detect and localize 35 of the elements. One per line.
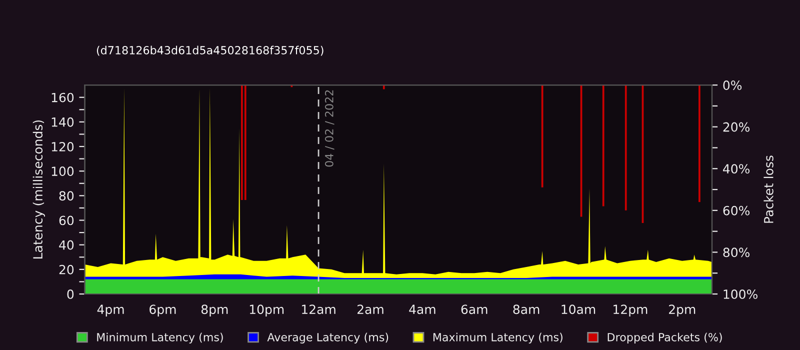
- y-axis-title: Latency (milliseconds): [32, 120, 45, 258]
- y-tick-label: 60: [59, 216, 74, 226]
- y-tick-label: 100: [52, 166, 74, 176]
- x-tick-label: 12am: [302, 304, 336, 314]
- x-tick-label: 2pm: [669, 304, 696, 317]
- x-tick-label: 8am: [513, 304, 540, 314]
- y2-tick-label: 80%: [723, 248, 750, 258]
- y-tick-label: 0: [67, 289, 74, 299]
- x-tick-label: 12pm: [614, 304, 648, 317]
- x-tick-label: 10pm: [250, 304, 284, 317]
- x-tick-label: 8pm: [201, 304, 228, 317]
- y-tick-label: 140: [52, 117, 74, 127]
- x-tick-label: 6pm: [150, 304, 176, 317]
- x-tick-label: 4am: [409, 304, 436, 314]
- y2-tick-label: 100%: [724, 289, 758, 299]
- legend-label: Maximum Latency (ms): [433, 332, 562, 344]
- y2-tick-label: 40%: [723, 164, 750, 174]
- y2-tick-label: 20%: [723, 122, 750, 132]
- legend-label: Average Latency (ms): [267, 332, 388, 344]
- legend-label: Minimum Latency (ms): [97, 332, 223, 344]
- y-tick-label: 120: [52, 142, 74, 152]
- y2-tick-label: 60%: [723, 206, 750, 216]
- x-tick-label: 10am: [562, 304, 596, 314]
- y2-axis-title: Packet loss: [764, 156, 774, 223]
- x-tick-label: 4pm: [97, 304, 124, 317]
- y2-tick-label: 0%: [723, 80, 742, 90]
- x-tick-label: 2am: [358, 304, 384, 314]
- ref-line-label: 04 / 02 / 2022: [324, 90, 334, 167]
- legend-label: Dropped Packets (%): [608, 332, 722, 344]
- y-tick-label: 80: [59, 191, 74, 201]
- y-tick-label: 20: [59, 264, 74, 274]
- x-tick-label: 6am: [461, 304, 488, 314]
- y-tick-label: 160: [52, 92, 74, 102]
- chart-subtitle: (d718126b43d61d5a45028168f357f055): [96, 46, 324, 56]
- y-tick-label: 40: [59, 240, 74, 250]
